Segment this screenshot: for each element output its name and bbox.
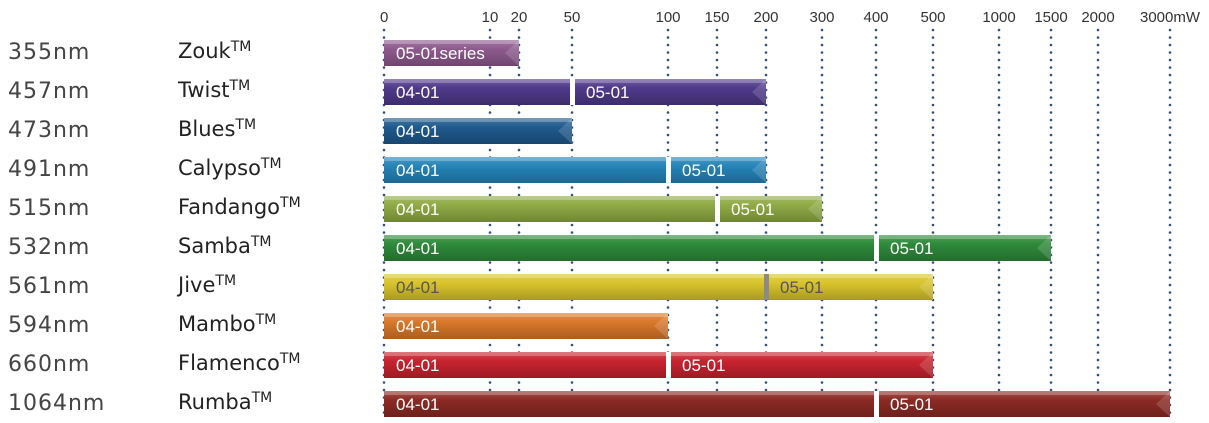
- product-name-label: CalypsoTM: [178, 156, 282, 180]
- x-tick-label: 10: [482, 9, 499, 26]
- row-samba: 532nm SambaTM 04-01 05-01: [8, 234, 1051, 261]
- power-bar: [384, 352, 933, 378]
- bar-end-cap: [1037, 235, 1051, 261]
- segment-label: 05-01: [731, 200, 774, 219]
- bar-highlight: [384, 196, 822, 200]
- bar-highlight: [384, 235, 1051, 239]
- segment-divider: [874, 235, 879, 261]
- row-zouk: 355nm ZoukTM 05-01series: [8, 39, 519, 66]
- bar-end-cap: [654, 313, 668, 339]
- power-bar: [384, 157, 766, 183]
- power-bar: [384, 196, 822, 222]
- segment-label: 04-01: [396, 200, 439, 219]
- bar-highlight: [384, 274, 933, 278]
- x-tick-label: 1500: [1034, 9, 1067, 26]
- segment-label: 05-01: [780, 278, 823, 297]
- segment-divider: [666, 157, 671, 183]
- product-name-label: RumbaTM: [178, 390, 272, 414]
- x-tick-label: 50: [564, 9, 581, 26]
- segment-label: 05-01: [682, 161, 725, 180]
- segment-label: 05-01: [890, 395, 933, 414]
- segment-label: 04-01: [396, 278, 439, 297]
- bar-highlight: [384, 118, 572, 122]
- row-fandango: 515nm FandangoTM 04-01 05-01: [8, 195, 822, 222]
- wavelength-label: 515nm: [8, 196, 90, 221]
- wavelength-label: 594nm: [8, 313, 90, 338]
- bar-highlight: [384, 391, 1170, 395]
- product-name-label: JiveTM: [176, 273, 236, 297]
- bar-highlight: [384, 157, 766, 161]
- power-bar: [384, 391, 1170, 417]
- x-tick-label: 0: [380, 9, 388, 26]
- product-name-label: ZoukTM: [178, 39, 251, 63]
- wavelength-label: 491nm: [8, 157, 90, 182]
- segment-label: 05-01: [890, 239, 933, 258]
- bar-highlight: [384, 313, 668, 317]
- segment-label: 04-01: [396, 122, 439, 141]
- x-tick-label: 20: [511, 9, 528, 26]
- x-tick-label: 150: [704, 9, 729, 26]
- power-bar: [384, 40, 519, 66]
- row-calypso: 491nm CalypsoTM 04-01 05-01: [8, 156, 766, 183]
- product-name-label: BluesTM: [178, 117, 256, 141]
- product-name-label: FandangoTM: [178, 195, 301, 219]
- product-name-label: MamboTM: [178, 312, 276, 336]
- segment-label: 04-01: [396, 83, 439, 102]
- wavelength-label: 1064nm: [8, 391, 105, 416]
- wavelength-label: 473nm: [8, 118, 90, 143]
- product-name-label: TwistTM: [177, 78, 250, 102]
- segment-divider: [666, 352, 671, 378]
- power-bar: [384, 118, 572, 144]
- x-tick-label: 500: [920, 9, 945, 26]
- power-bar: [384, 274, 933, 300]
- x-tick-label: 100: [655, 9, 680, 26]
- row-rumba: 1064nm RumbaTM 04-01 05-01: [8, 390, 1170, 417]
- bar-end-cap: [919, 352, 933, 378]
- segment-label: 04-01: [396, 395, 439, 414]
- segment-divider: [570, 79, 575, 105]
- x-tick-label: 300: [809, 9, 834, 26]
- x-axis-ticks: 0 10 20 50 100 150 200 300 400 500 1000 1500 2000 300…: [380, 9, 1201, 26]
- power-bar: [384, 313, 668, 339]
- segment-label: 04-01: [396, 161, 439, 180]
- bar-end-cap: [919, 274, 933, 300]
- row-blues: 473nm BluesTM 04-01: [8, 117, 572, 144]
- segment-divider: [874, 391, 879, 417]
- bar-end-cap: [752, 79, 766, 105]
- row-twist: 457nm TwistTM 04-01 05-01: [8, 78, 766, 105]
- segment-label: 04-01: [396, 317, 439, 336]
- row-mambo: 594nm MamboTM 04-01: [8, 312, 668, 339]
- segment-label: 05-01series: [396, 44, 485, 63]
- segment-divider: [715, 196, 720, 222]
- x-tick-label: 2000: [1081, 9, 1114, 26]
- product-name-label: SambaTM: [178, 234, 272, 258]
- segment-divider: [764, 274, 769, 300]
- wavelength-label: 355nm: [8, 40, 90, 65]
- row-jive: 561nm JiveTM 04-01 05-01: [8, 273, 933, 300]
- product-name-label: FlamencoTM: [178, 351, 301, 375]
- wavelength-label: 660nm: [8, 352, 90, 377]
- bar-highlight: [384, 352, 933, 356]
- x-tick-label: 1000: [982, 9, 1015, 26]
- wavelength-label: 532nm: [8, 235, 90, 260]
- bar-end-cap: [1156, 391, 1170, 417]
- bar-highlight: [384, 40, 519, 44]
- segment-label: 04-01: [396, 239, 439, 258]
- segment-label: 05-01: [586, 83, 629, 102]
- bar-end-cap: [752, 157, 766, 183]
- power-bar: [384, 235, 1051, 261]
- bar-end-cap: [808, 196, 822, 222]
- segment-label: 05-01: [682, 356, 725, 375]
- wavelength-label: 457nm: [8, 79, 90, 104]
- bar-end-cap: [505, 40, 519, 66]
- row-flamenco: 660nm FlamencoTM 04-01 05-01: [8, 351, 933, 378]
- x-tick-label: 400: [863, 9, 888, 26]
- x-tick-label: 200: [753, 9, 778, 26]
- chart-rows: 355nm ZoukTM 05-01series 457nm TwistTM 04-01 0…: [8, 39, 1170, 417]
- bar-end-cap: [558, 118, 572, 144]
- wavelength-label: 561nm: [8, 274, 90, 299]
- segment-label: 04-01: [396, 356, 439, 375]
- x-tick-label: 3000mW: [1140, 9, 1201, 26]
